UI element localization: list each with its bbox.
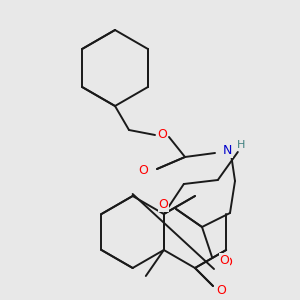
- Text: H: H: [237, 140, 245, 150]
- Text: O: O: [219, 254, 229, 266]
- Text: O: O: [157, 128, 167, 142]
- Text: O: O: [216, 284, 226, 296]
- Text: O: O: [158, 199, 168, 212]
- Text: O: O: [138, 164, 148, 178]
- Text: O: O: [222, 256, 232, 269]
- Text: N: N: [223, 145, 232, 158]
